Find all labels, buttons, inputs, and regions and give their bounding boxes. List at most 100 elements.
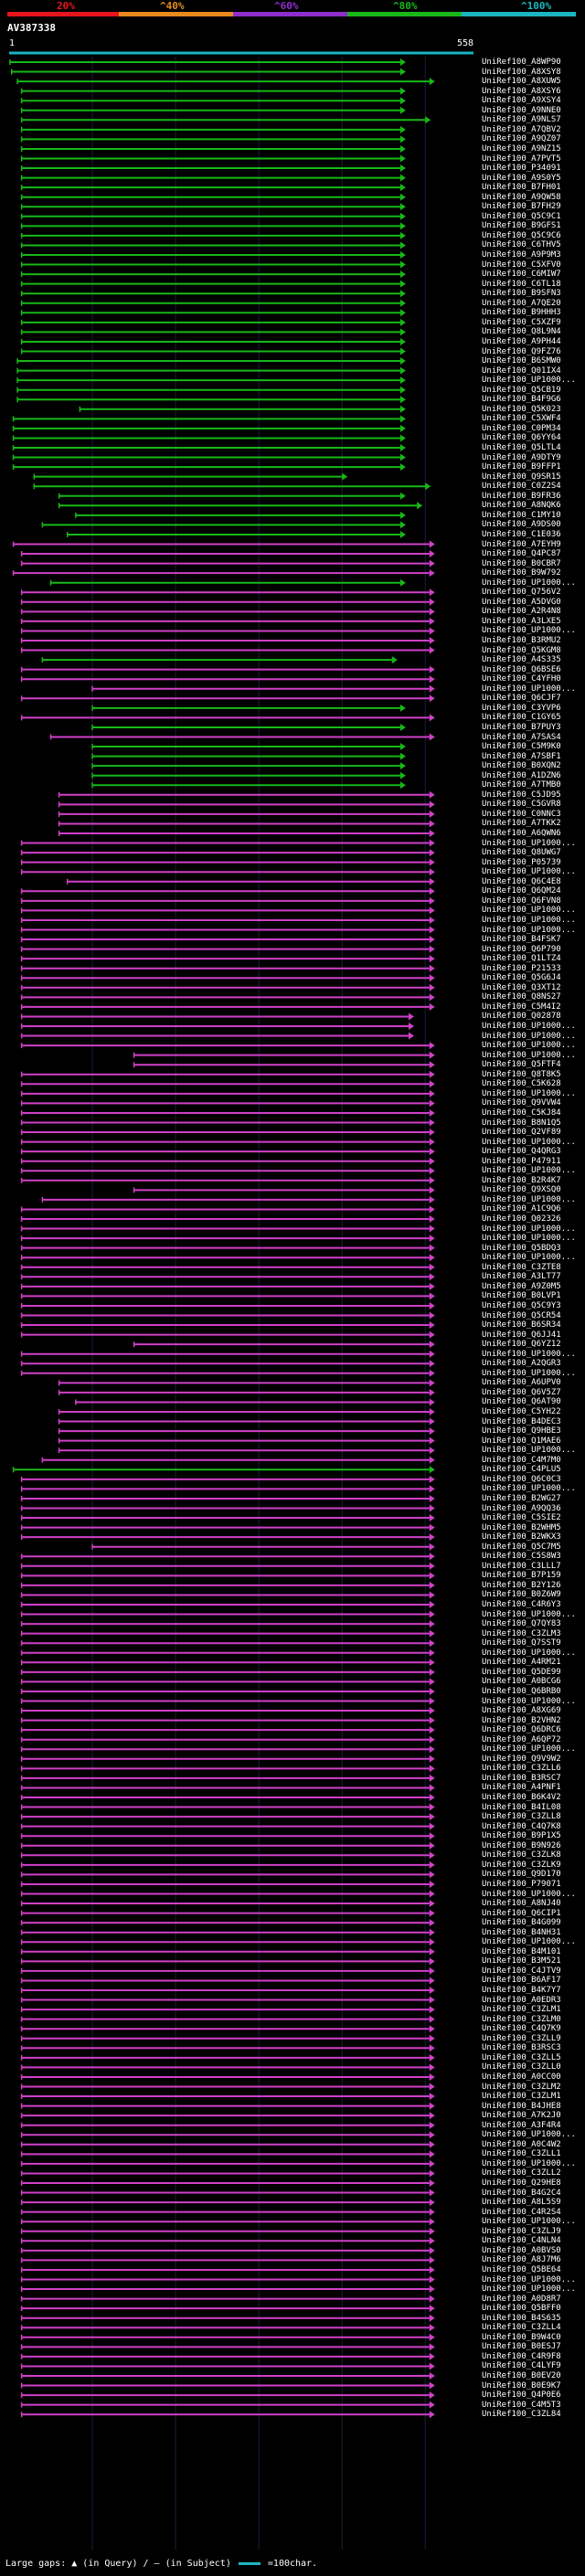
hit-label[interactable]: UniRef100_C3ZL84 (482, 2410, 561, 2420)
hit-row[interactable] (20, 1012, 414, 1021)
hit-row[interactable] (20, 1726, 435, 1734)
hit-row[interactable] (20, 1157, 435, 1165)
hit-label[interactable]: UniRef100_A9PH44 (482, 336, 561, 346)
hit-label[interactable]: UniRef100_UP1000... (482, 1137, 576, 1147)
hit-label[interactable]: UniRef100_B4K7Y7 (482, 1986, 561, 1995)
hit-row[interactable] (20, 2343, 435, 2351)
hit-label[interactable]: UniRef100_C4Q7K9 (482, 2024, 561, 2034)
hit-label[interactable]: UniRef100_C4R6Y3 (482, 1600, 561, 1609)
hit-label[interactable]: UniRef100_C5K628 (482, 1079, 561, 1089)
hit-label[interactable]: UniRef100_B9N926 (482, 1840, 561, 1850)
hit-label[interactable]: UniRef100_C3YVP6 (482, 703, 561, 713)
hit-row[interactable] (20, 2199, 435, 2207)
hit-label[interactable]: UniRef100_B0XQN2 (482, 761, 561, 771)
hit-row[interactable] (20, 2179, 435, 2187)
hit-row[interactable] (20, 1987, 435, 1994)
hit-label[interactable]: UniRef100_B7FH29 (482, 202, 561, 212)
hit-label[interactable]: UniRef100_UP1000... (482, 376, 576, 386)
hit-label[interactable]: UniRef100_Q7QY83 (482, 1619, 561, 1629)
hit-row[interactable] (20, 241, 406, 249)
hit-label[interactable]: UniRef100_B9W4C0 (482, 2332, 561, 2342)
hit-row[interactable] (66, 530, 406, 538)
hit-row[interactable] (20, 2072, 435, 2081)
hit-label[interactable]: UniRef100_C4R2S4 (482, 2207, 561, 2217)
hit-label[interactable]: UniRef100_C3ZLM1 (482, 2092, 561, 2102)
hit-label[interactable]: UniRef100_C6THV5 (482, 240, 561, 250)
hit-label[interactable]: UniRef100_P79071 (482, 1879, 561, 1889)
hit-label[interactable]: UniRef100_P34091 (482, 164, 561, 174)
hit-row[interactable] (20, 1369, 435, 1377)
hit-label[interactable]: UniRef100_UP1000... (482, 867, 576, 877)
hit-label[interactable]: UniRef100_B2Y126 (482, 1580, 561, 1590)
query-id[interactable]: AV387338 (7, 22, 56, 34)
hit-row[interactable] (20, 1273, 435, 1281)
hit-row[interactable] (20, 993, 435, 1002)
hit-label[interactable]: UniRef100_C4NLN4 (482, 2236, 561, 2246)
hit-row[interactable] (20, 550, 435, 558)
hit-label[interactable]: UniRef100_Q9HBE3 (482, 1426, 561, 1436)
hit-row[interactable] (16, 386, 406, 394)
hit-label[interactable]: UniRef100_P21533 (482, 963, 561, 973)
hit-label[interactable]: UniRef100_UP1000... (482, 1744, 576, 1754)
hit-label[interactable]: UniRef100_C0Z2S4 (482, 482, 561, 492)
hit-row[interactable] (20, 1504, 435, 1512)
hit-label[interactable]: UniRef100_C3ZLK8 (482, 1850, 561, 1860)
hit-row[interactable] (20, 1032, 414, 1040)
hit-label[interactable]: UniRef100_UP1000... (482, 1031, 576, 1041)
hit-row[interactable] (20, 2006, 435, 2014)
hit-row[interactable] (20, 646, 435, 654)
hit-label[interactable]: UniRef100_A7QE20 (482, 298, 561, 308)
hit-row[interactable] (20, 1581, 435, 1589)
hit-row[interactable] (20, 280, 406, 288)
hit-label[interactable]: UniRef100_UP1000... (482, 2284, 576, 2295)
hit-label[interactable]: UniRef100_C5XFV0 (482, 260, 561, 270)
hit-label[interactable]: UniRef100_UP1000... (482, 906, 576, 916)
hit-label[interactable]: UniRef100_C4YFH0 (482, 674, 561, 684)
hit-label[interactable]: UniRef100_A7TKK2 (482, 819, 561, 829)
hit-label[interactable]: UniRef100_A9QW58 (482, 192, 561, 202)
hit-row[interactable] (20, 1523, 435, 1532)
hit-row[interactable] (75, 1398, 435, 1406)
hit-label[interactable]: UniRef100_C5KJ84 (482, 1108, 561, 1118)
hit-row[interactable] (20, 1697, 435, 1705)
hit-label[interactable]: UniRef100_C3ZLL2 (482, 2168, 561, 2178)
hit-label[interactable]: UniRef100_C3ZLJ9 (482, 2226, 561, 2236)
hit-row[interactable] (58, 790, 435, 799)
hit-label[interactable]: UniRef100_Q5C9C6 (482, 230, 561, 240)
hit-label[interactable]: UniRef100_Q5C9Y3 (482, 1300, 561, 1310)
hit-label[interactable]: UniRef100_C4PLU5 (482, 1465, 561, 1475)
hit-label[interactable]: UniRef100_Q6YY64 (482, 433, 561, 443)
hit-label[interactable]: UniRef100_A7K2J0 (482, 2111, 561, 2121)
hit-row[interactable] (58, 1388, 435, 1396)
hit-label[interactable]: UniRef100_Q5KGM8 (482, 645, 561, 655)
hit-label[interactable]: UniRef100_B4G099 (482, 1918, 561, 1928)
hit-row[interactable] (58, 1379, 435, 1387)
hit-row[interactable] (20, 1224, 435, 1233)
hit-row[interactable] (20, 318, 406, 326)
hit-row[interactable] (58, 1427, 435, 1436)
hit-row[interactable] (20, 1330, 435, 1339)
hit-label[interactable]: UniRef100_C4JTV9 (482, 1966, 561, 1976)
hit-label[interactable]: UniRef100_C1GY65 (482, 713, 561, 723)
hit-label[interactable]: UniRef100_A7SBF1 (482, 751, 561, 761)
hit-label[interactable]: UniRef100_C0NNC3 (482, 809, 561, 819)
hit-row[interactable] (20, 1735, 435, 1744)
hit-label[interactable]: UniRef100_Q6AT90 (482, 1397, 561, 1407)
hit-row[interactable] (20, 608, 435, 616)
hit-label[interactable]: UniRef100_C5XWF4 (482, 414, 561, 424)
hit-row[interactable] (20, 144, 406, 153)
hit-label[interactable]: UniRef100_C5M9K0 (482, 742, 561, 752)
hit-label[interactable]: UniRef100_C3ZLL1 (482, 2149, 561, 2159)
hit-row[interactable] (20, 1659, 435, 1667)
hit-row[interactable] (20, 1648, 435, 1657)
hit-row[interactable] (20, 347, 406, 355)
hit-row[interactable] (20, 887, 435, 896)
hit-row[interactable] (20, 290, 406, 298)
hit-label[interactable]: UniRef100_Q9FZ76 (482, 346, 561, 356)
hit-row[interactable] (91, 743, 406, 751)
hit-row[interactable] (10, 68, 406, 76)
hit-row[interactable] (20, 1254, 435, 1262)
hit-row[interactable] (20, 1900, 435, 1908)
hit-row[interactable] (20, 1301, 435, 1309)
hit-label[interactable]: UniRef100_Q9D170 (482, 1870, 561, 1880)
